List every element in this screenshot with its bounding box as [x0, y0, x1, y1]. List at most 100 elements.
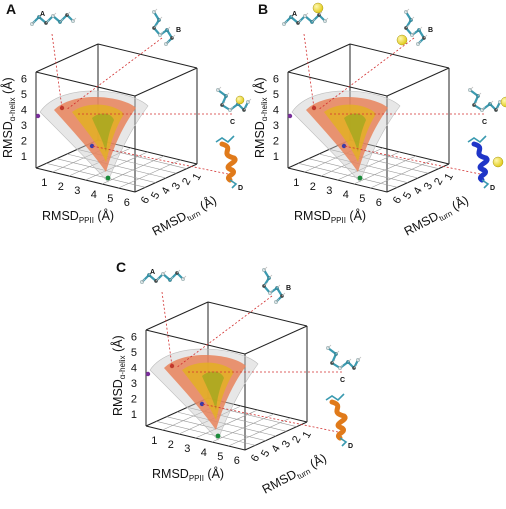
structure-c: [468, 86, 504, 112]
x-tick-label: 1: [41, 177, 47, 189]
y-tick-label: 5: [273, 89, 279, 101]
x-tick-label: 3: [184, 443, 190, 455]
y-tick-label: 2: [273, 136, 279, 148]
z-tick-label: 2: [290, 434, 303, 445]
marker-blue: [199, 401, 205, 407]
y-axis-title: RMSDα-helix (Å): [252, 77, 269, 158]
panel-letter: B: [258, 1, 268, 17]
x-tick-label: 6: [376, 197, 382, 209]
structure-c: [216, 86, 252, 112]
z-tick-label: 5: [149, 190, 162, 201]
z-tick-label: 1: [442, 171, 455, 182]
structure-label: A: [292, 11, 297, 18]
guide-lines: [303, 33, 484, 175]
free-energy-surface: [149, 348, 259, 441]
y-tick-label: 2: [21, 136, 27, 148]
panel-letter: A: [6, 1, 16, 17]
z-tick-label: 1: [190, 171, 203, 182]
structure-label: D: [348, 443, 353, 450]
free-energy-surface: [291, 90, 401, 183]
x-tick-label: 4: [201, 447, 207, 459]
structure-b: [152, 8, 176, 46]
x-axis-title: RMSDPPII (Å): [152, 466, 224, 483]
z-tick-label: 4: [269, 443, 282, 454]
guide-lines: [161, 291, 342, 433]
marker-red: [311, 105, 317, 111]
z-tick-label: 6: [139, 195, 152, 206]
marker-blue: [341, 143, 347, 149]
structure-labels: A B C D: [150, 269, 353, 450]
z-tick-label: 3: [280, 439, 293, 450]
z-tick-label: 4: [411, 185, 424, 196]
x-tick-label: 6: [234, 455, 240, 467]
z-tick-label: 5: [401, 190, 414, 201]
z-tick-label: 3: [422, 181, 435, 192]
marker-purple: [35, 113, 41, 119]
marker-green: [357, 175, 363, 181]
y-tick-label: 1: [273, 151, 279, 163]
structure-c: [326, 344, 362, 370]
x-tick-label: 3: [74, 185, 80, 197]
guide-lines: [51, 33, 232, 175]
y-axis-title: RMSDα-helix (Å): [110, 335, 127, 416]
y-tick-label: 5: [21, 89, 27, 101]
structure-d: [325, 393, 348, 447]
x-tick-label: 4: [343, 189, 349, 201]
y-tick-label: 3: [273, 120, 279, 132]
structure-label: A: [40, 11, 45, 18]
structure-a: [282, 11, 329, 26]
marker-red: [59, 105, 65, 111]
z-tick-label: 1: [300, 429, 313, 440]
y-tick-label: 4: [273, 105, 279, 117]
marker-green: [215, 433, 221, 439]
structure-a: [140, 269, 187, 284]
marker-purple: [287, 113, 293, 119]
x-axis-title: RMSDPPII (Å): [294, 208, 366, 225]
x-tick-label: 3: [326, 185, 332, 197]
x-tick-label: 4: [91, 189, 97, 201]
y-tick-label: 4: [131, 363, 137, 375]
z-tick-label: 4: [159, 185, 172, 196]
structure-label: C: [230, 119, 235, 126]
x-tick-label: 2: [310, 181, 316, 193]
z-tick-label: 6: [391, 195, 404, 206]
x-tick-label: 6: [124, 197, 130, 209]
y-tick-label: 6: [21, 74, 27, 86]
structure-labels: A B C D: [40, 11, 243, 192]
y-tick-label: 5: [131, 347, 137, 359]
z-tick-label: 3: [170, 181, 183, 192]
z-tick-label: 2: [432, 176, 445, 187]
y-tick-label: 3: [131, 378, 137, 390]
y-tick-label: 6: [131, 332, 137, 344]
structure-label: D: [238, 185, 243, 192]
y-tick-label: 4: [21, 105, 27, 117]
x-tick-label: 1: [151, 435, 157, 447]
structure-labels: A B C D: [292, 11, 495, 192]
structure-d: [215, 135, 238, 189]
x-tick-label: 2: [168, 439, 174, 451]
y-tick-label: 3: [21, 120, 27, 132]
structure-label: C: [340, 377, 345, 384]
structure-label: B: [428, 27, 433, 34]
marker-red: [169, 363, 175, 369]
x-tick-label: 2: [58, 181, 64, 193]
marker-purple: [145, 371, 151, 377]
y-axis-title: RMSDα-helix (Å): [0, 77, 17, 158]
structure-label: D: [490, 185, 495, 192]
x-tick-label: 5: [359, 193, 365, 205]
ion-a: [312, 2, 324, 14]
z-tick-label: 6: [249, 453, 262, 464]
panel-letter: C: [116, 259, 126, 275]
ion-c: [235, 95, 245, 105]
structure-b: [262, 266, 286, 304]
structure-label: B: [286, 285, 291, 292]
structure-b: [404, 8, 428, 46]
structure-label: C: [482, 119, 487, 126]
